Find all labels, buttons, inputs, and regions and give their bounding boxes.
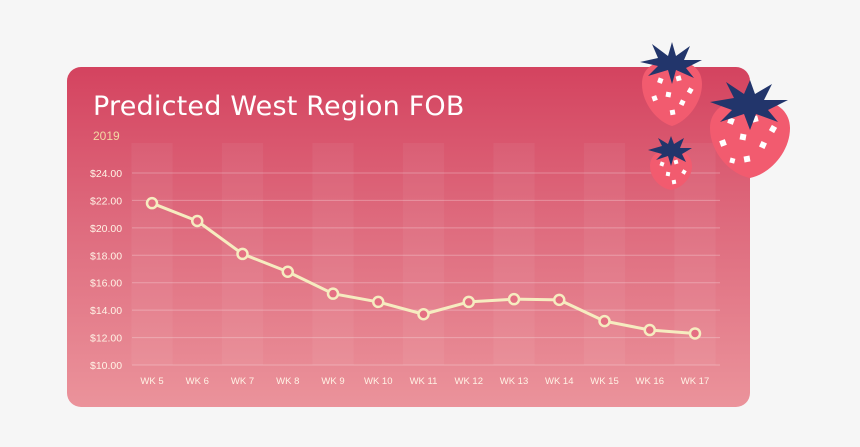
chart-card: Predicted West Region FOB 2019 xyxy=(67,67,750,407)
column-band xyxy=(131,143,173,365)
x-tick-label: WK 9 xyxy=(321,376,344,387)
data-point xyxy=(598,314,611,328)
column-band xyxy=(493,143,535,365)
column-band xyxy=(402,143,445,365)
data-point xyxy=(281,265,294,278)
y-tick-label: $18.00 xyxy=(90,250,122,262)
chart-subtitle: 2019 xyxy=(93,129,120,143)
data-point xyxy=(236,247,249,261)
data-points xyxy=(145,196,702,340)
x-tick-label: WK 17 xyxy=(681,376,710,387)
x-tick-label: WK 13 xyxy=(500,376,529,387)
column-bands xyxy=(131,143,716,365)
column-band xyxy=(583,143,626,365)
x-tick-label: WK 15 xyxy=(590,376,619,387)
data-point xyxy=(326,287,340,300)
data-point xyxy=(462,295,475,309)
data-point xyxy=(553,293,566,307)
x-tick-label: WK 7 xyxy=(231,376,254,387)
strawberry-icon xyxy=(648,136,692,190)
y-tick-label: $16.00 xyxy=(90,278,122,290)
x-tick-label: WK 11 xyxy=(410,376,438,387)
y-tick-label: $24.00 xyxy=(90,168,122,180)
data-point xyxy=(145,196,159,210)
data-point xyxy=(688,327,702,340)
data-point xyxy=(372,295,385,309)
data-point xyxy=(507,292,521,306)
x-tick-label: WK 16 xyxy=(635,376,664,387)
chart-title: Predicted West Region FOB xyxy=(93,91,465,122)
y-tick-label: $14.00 xyxy=(90,305,122,317)
y-axis-ticks: $10.00 $12.00 $14.00 $16.00 $18.00 $20.00 $22.… xyxy=(90,168,122,372)
data-point xyxy=(191,214,204,228)
data-point xyxy=(417,308,430,321)
x-tick-label: WK 8 xyxy=(276,376,299,387)
data-point xyxy=(643,323,656,337)
x-axis-ticks: WK 5 WK 6 WK 7 WK 8 WK 9 WK 10 WK 11 WK 12 WK 13… xyxy=(140,376,709,387)
x-tick-label: WK 5 xyxy=(140,376,163,387)
x-tick-label: WK 12 xyxy=(454,376,483,387)
y-tick-label: $22.00 xyxy=(90,195,122,207)
y-tick-label: $12.00 xyxy=(90,333,122,345)
y-tick-label: $20.00 xyxy=(90,223,122,235)
column-band xyxy=(312,143,354,365)
strawberry-icon xyxy=(640,42,702,126)
x-tick-label: WK 6 xyxy=(186,376,209,387)
x-tick-label: WK 14 xyxy=(545,376,574,387)
strawberry-icon xyxy=(710,80,790,178)
x-tick-label: WK 10 xyxy=(364,376,393,387)
y-tick-label: $10.00 xyxy=(90,360,122,372)
